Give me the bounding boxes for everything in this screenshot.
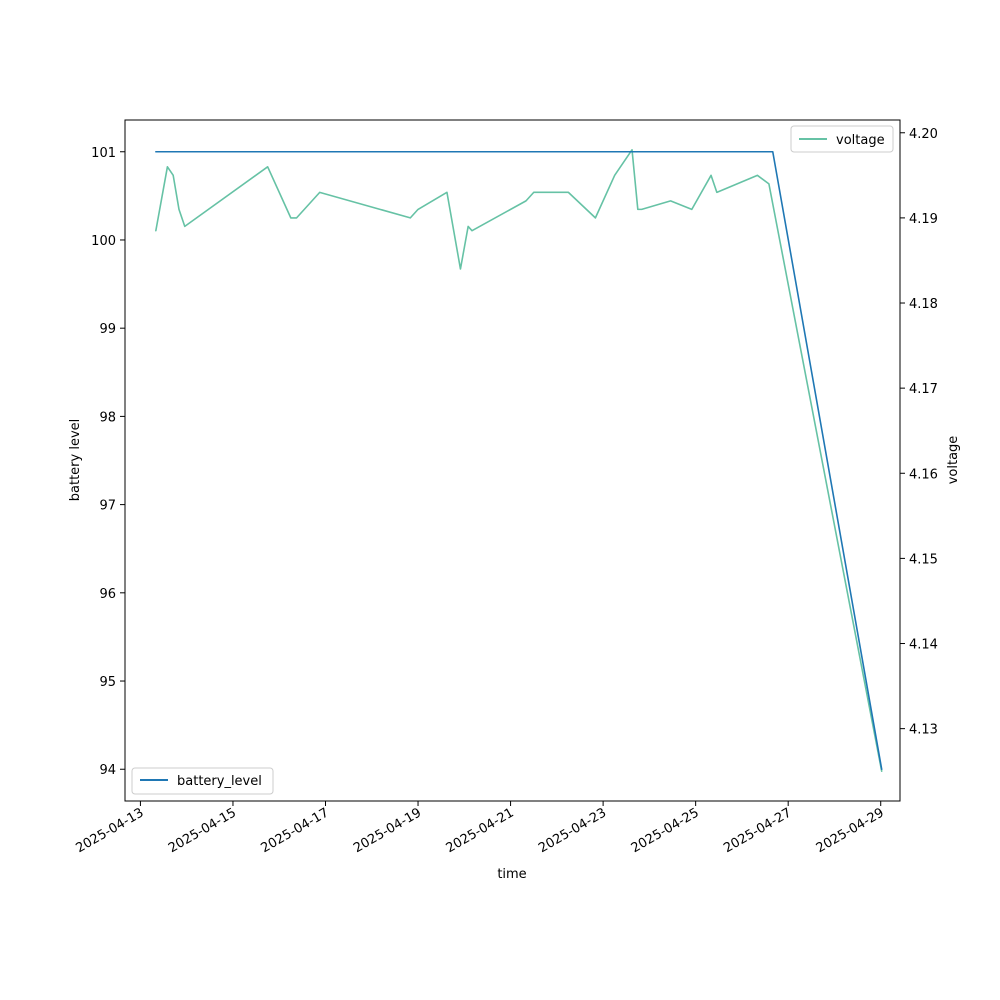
y2-tick-label-3: 4.16 bbox=[909, 467, 938, 482]
y-tick-label-5: 99 bbox=[99, 322, 116, 337]
plot-background bbox=[125, 120, 900, 801]
legend-voltage: voltage bbox=[790, 125, 894, 153]
y-axis-left: 94 95 96 97 98 99 100 101 bbox=[91, 146, 125, 778]
y2-tick-label-4: 4.17 bbox=[909, 382, 938, 397]
y-axis-right: 4.13 4.14 4.15 4.16 4.17 4.18 4.19 4.20 bbox=[900, 127, 938, 738]
legend-voltage-label: voltage bbox=[836, 133, 885, 148]
y-tick-label-1: 95 bbox=[99, 675, 116, 690]
x-axis: 2025-04-13 2025-04-15 2025-04-17 2025-04-19… bbox=[73, 801, 887, 856]
legend-battery-level-label: battery_level bbox=[177, 774, 262, 789]
y-tick-label-6: 100 bbox=[91, 234, 116, 249]
series-line-battery-level bbox=[155, 150, 883, 771]
x-axis-label: time bbox=[497, 867, 526, 882]
x-tick-label-8: 2025-04-29 bbox=[814, 805, 887, 856]
plot-frame bbox=[124, 119, 901, 802]
y-axis-right-label: voltage bbox=[946, 436, 961, 485]
y-tick-label-4: 98 bbox=[99, 410, 116, 425]
series-line-voltage bbox=[155, 148, 883, 773]
y-tick-label-7: 101 bbox=[91, 146, 116, 161]
y2-tick-label-7: 4.20 bbox=[909, 127, 938, 142]
y2-tick-label-1: 4.14 bbox=[909, 638, 938, 653]
x-tick-label-4: 2025-04-21 bbox=[444, 805, 517, 856]
x-tick-label-1: 2025-04-15 bbox=[166, 805, 239, 856]
y-tick-label-3: 97 bbox=[99, 499, 116, 514]
x-tick-label-2: 2025-04-17 bbox=[259, 805, 332, 856]
series-layer bbox=[155, 148, 883, 773]
y2-tick-label-2: 4.15 bbox=[909, 552, 938, 567]
y2-tick-label-6: 4.19 bbox=[909, 212, 938, 227]
legend-battery-level-box bbox=[131, 767, 274, 795]
x-tick-label-3: 2025-04-19 bbox=[351, 805, 424, 856]
y2-tick-label-5: 4.18 bbox=[909, 297, 938, 312]
x-tick-label-0: 2025-04-13 bbox=[73, 805, 146, 856]
x-tick-label-6: 2025-04-25 bbox=[629, 805, 702, 856]
y-tick-label-0: 94 bbox=[99, 763, 116, 778]
y-axis-left-label: battery level bbox=[68, 419, 83, 502]
y2-tick-label-0: 4.13 bbox=[909, 723, 938, 738]
legend-voltage-box bbox=[790, 125, 894, 153]
x-tick-label-5: 2025-04-23 bbox=[536, 805, 609, 856]
y-tick-label-2: 96 bbox=[99, 587, 116, 602]
x-tick-label-7: 2025-04-27 bbox=[721, 805, 794, 856]
legend-battery-level: battery_level bbox=[131, 767, 274, 795]
